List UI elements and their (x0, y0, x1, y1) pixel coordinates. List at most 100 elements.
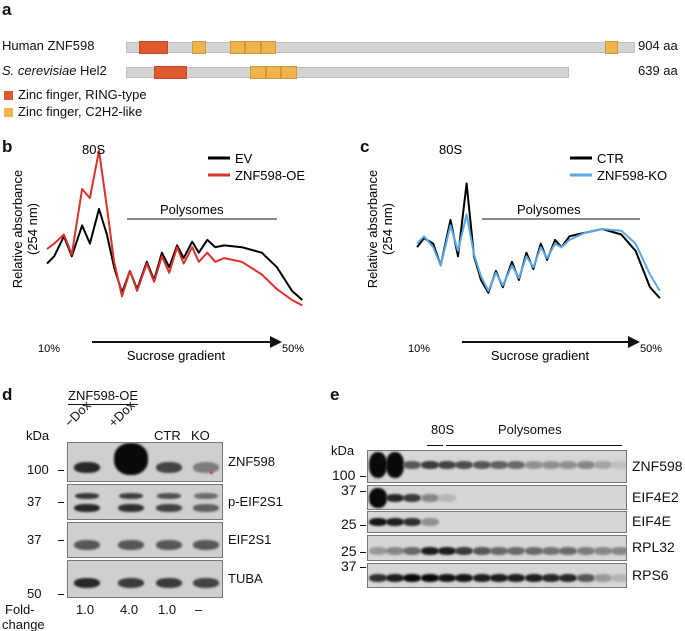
band (541, 547, 561, 555)
band (193, 578, 219, 588)
band (524, 574, 543, 582)
x-tick-label: 50% (282, 343, 304, 355)
band (193, 461, 219, 473)
band (541, 574, 561, 582)
band (193, 540, 219, 550)
marker-tick (58, 594, 64, 595)
band (611, 547, 626, 555)
band (194, 493, 218, 499)
band (455, 574, 474, 582)
band (576, 547, 595, 555)
band (156, 504, 182, 512)
band (489, 461, 509, 469)
protein-label: ZNF598 (632, 457, 683, 474)
annotation-80s: 80S (82, 142, 105, 157)
band (611, 574, 626, 582)
protein-label: TUBA (228, 571, 263, 586)
asterisk-icon: * (209, 468, 214, 482)
fraction-label-80s: 80S (431, 422, 455, 437)
fold-change-value: – (195, 602, 203, 617)
band (74, 540, 100, 550)
band (74, 578, 100, 588)
band (368, 518, 387, 526)
band (119, 493, 143, 499)
kda-label: kDa (26, 428, 50, 443)
annotation-polysomes: Polysomes (160, 202, 224, 217)
band (74, 504, 100, 512)
legend-item-ring: Zinc finger, RING-type (4, 87, 147, 102)
marker-tick (360, 491, 366, 492)
band (524, 547, 543, 555)
domain-ring (138, 41, 169, 54)
x-axis-label: Sucrose gradient (491, 348, 590, 363)
band (385, 494, 405, 502)
band (559, 547, 578, 555)
band (114, 443, 148, 475)
blot-row-rps6 (367, 563, 627, 588)
fold-change-label: Fold- (5, 602, 35, 617)
band (576, 461, 595, 469)
band (368, 574, 387, 582)
fold-change-value: 1.0 (76, 602, 95, 617)
blot-row-tuba (67, 560, 223, 598)
band (420, 494, 439, 502)
series-line-ctr (416, 182, 661, 299)
fold-change-label: change (2, 617, 45, 631)
protein-label: EIF4E (632, 513, 671, 529)
lane-label: CTR (154, 428, 181, 443)
band (455, 461, 474, 469)
protein-label: RPL32 (632, 539, 675, 555)
bracket-80s (427, 445, 443, 446)
y-axis-label: Relative absorbance(254 nm) (365, 170, 395, 289)
band (472, 461, 491, 469)
marker-tick (360, 567, 366, 568)
band (403, 547, 422, 555)
legend-label: Zinc finger, RING-type (18, 87, 147, 102)
band (368, 547, 387, 555)
band (437, 574, 457, 582)
marker-tick (360, 525, 366, 526)
marker-tick (360, 476, 366, 477)
band (472, 547, 491, 555)
band (593, 574, 613, 582)
y-axis-label-line: Relative absorbance (10, 170, 25, 289)
band (118, 504, 144, 512)
band (559, 461, 578, 469)
band (507, 461, 526, 469)
x-axis-label: Sucrose gradient (127, 348, 226, 363)
band (420, 547, 439, 555)
band (420, 574, 439, 582)
band (156, 461, 182, 473)
kda-marker: 25 (341, 516, 357, 532)
band (385, 452, 405, 478)
band (489, 547, 509, 555)
group-label-znf598-oe: ZNF598-OE (68, 388, 139, 405)
domain-c2h2 (281, 66, 298, 79)
band (489, 574, 509, 582)
blot-row-eif4e (367, 511, 627, 533)
band (593, 461, 613, 469)
panel-e-label: e (330, 385, 340, 404)
band (118, 540, 144, 550)
domain-c2h2 (191, 41, 206, 54)
band (75, 493, 99, 499)
protein-label: EIF2S1 (228, 532, 272, 547)
domain-c2h2 (605, 41, 618, 54)
lane-label: KO (191, 428, 210, 443)
marker-tick (360, 552, 366, 553)
arrow-head-icon (628, 336, 640, 348)
protein-name: Hel2 (80, 63, 107, 78)
kda-marker: 50 (27, 586, 42, 601)
domain-c2h2 (250, 66, 267, 79)
protein-name-yeast: S. cerevisiae Hel2 (2, 63, 107, 78)
lane-label: −Dox (61, 397, 94, 430)
protein-label: RPS6 (632, 566, 669, 583)
band (403, 461, 422, 469)
legend-label: ZNF598-OE (235, 168, 305, 183)
annotation-80s: 80S (439, 142, 462, 157)
legend-swatch-c2h2 (4, 108, 13, 117)
band (385, 547, 405, 555)
kda-marker: 100 (27, 462, 49, 477)
bracket-polysomes (446, 445, 622, 446)
